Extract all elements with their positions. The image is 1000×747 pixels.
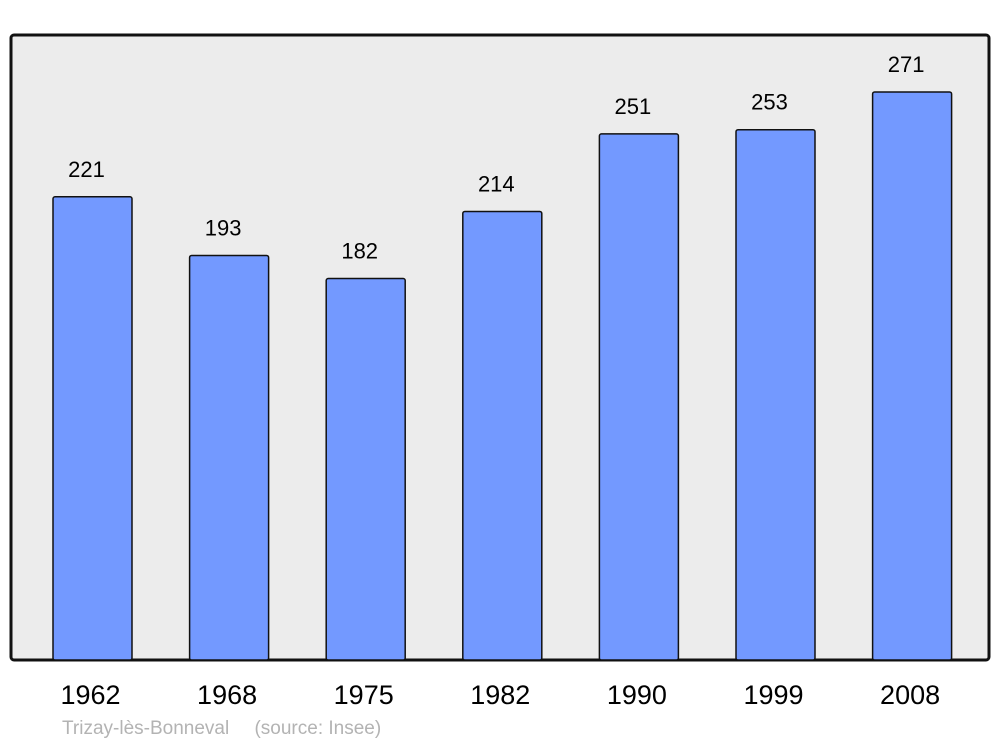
data-label-2008: 271 [888,52,925,77]
data-label-1999: 253 [751,90,788,115]
chart-footer: Trizay-lès-Bonneval (source: Insee) [62,718,401,740]
bar-1962 [52,196,133,661]
data-label-1975: 182 [341,239,378,264]
bar-1968 [188,254,270,661]
source-note: (source: Insee) [254,718,382,739]
data-label-1968: 193 [205,215,242,240]
x-tick-label-1999: 1999 [743,680,803,710]
bar-1990 [598,133,680,661]
bar-1999 [735,128,816,661]
data-label-1990: 251 [615,94,652,119]
bar-2008 [871,91,953,661]
place-name: Trizay-lès-Bonneval [62,718,230,739]
bar-1982 [462,210,543,661]
data-label-1962: 221 [68,157,105,182]
bar-1975 [325,277,406,661]
x-tick-label-1990: 1990 [607,680,667,710]
x-tick-label-1982: 1982 [470,680,530,710]
x-tick-label-1962: 1962 [60,680,120,710]
x-tick-label-2008: 2008 [880,680,940,710]
data-label-1982: 214 [478,171,515,196]
x-tick-label-1968: 1968 [197,680,257,710]
x-tick-label-1975: 1975 [334,680,394,710]
